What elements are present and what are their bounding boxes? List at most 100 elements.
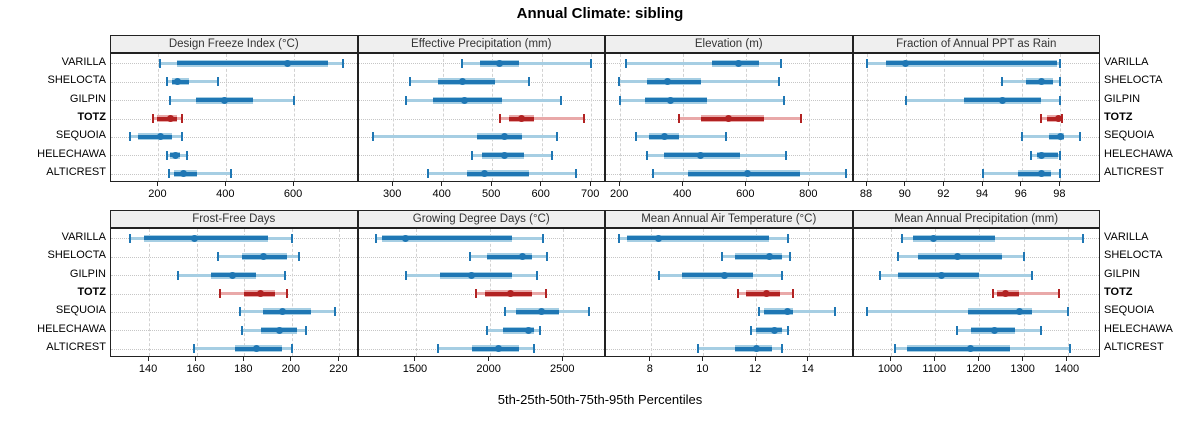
gridline xyxy=(442,54,444,181)
site-label: TOTZ xyxy=(1104,286,1133,298)
whisker-cap-5 xyxy=(486,325,489,335)
median-dot-50 xyxy=(180,170,188,178)
median-dot-50 xyxy=(518,115,526,122)
whisker-cap-5 xyxy=(645,150,648,160)
gridline xyxy=(226,54,228,181)
whisker-cap-95 xyxy=(286,289,289,298)
whisker-cap-95 xyxy=(539,325,542,335)
gridline xyxy=(149,229,151,356)
row-guide xyxy=(111,81,357,83)
whisker-cap-95 xyxy=(546,252,549,262)
axis-tick-label: 1300 xyxy=(1010,363,1035,375)
median-dot-50 xyxy=(734,59,742,67)
whisker-cap-5 xyxy=(720,252,723,262)
whisker-cap-95 xyxy=(290,344,293,354)
axis-tick xyxy=(290,357,292,361)
site-label: SEQUOIA xyxy=(55,304,106,317)
percentile-bar-25-75 xyxy=(913,236,995,241)
gridline xyxy=(339,229,341,356)
axis-tick xyxy=(147,357,149,361)
whisker-cap-95 xyxy=(1031,270,1034,280)
axis-tick-label: 88 xyxy=(859,188,873,200)
percentile-bar-25-75 xyxy=(1046,116,1061,121)
gridline xyxy=(1021,54,1023,181)
gridline xyxy=(867,54,869,181)
whisker-cap-5 xyxy=(894,344,897,354)
median-dot-50 xyxy=(537,308,545,316)
row-guide xyxy=(111,155,357,157)
median-dot-50 xyxy=(481,170,489,178)
median-dot-50 xyxy=(720,271,728,279)
gridline xyxy=(808,229,810,356)
whisker-cap-5 xyxy=(176,270,179,280)
whisker-cap-95 xyxy=(834,307,837,317)
whisker-cap-5 xyxy=(167,169,170,179)
whisker-cap-5 xyxy=(956,325,959,335)
whisker-cap-95 xyxy=(550,150,553,160)
whisker-cap-95 xyxy=(333,307,336,317)
whisker-cap-5 xyxy=(469,252,472,262)
axis-tick xyxy=(649,357,651,361)
whisker-cap-95 xyxy=(283,270,286,280)
whisker-cap-95 xyxy=(293,95,296,105)
median-dot-50 xyxy=(259,253,267,261)
percentile-bar-25-75 xyxy=(263,309,311,314)
whisker-cap-95 xyxy=(1059,77,1062,87)
site-label: ALTICREST xyxy=(1104,166,1164,179)
axis-tick xyxy=(337,357,339,361)
median-dot-50 xyxy=(501,133,509,141)
row-guide xyxy=(111,330,357,332)
median-dot-50 xyxy=(156,133,164,141)
panel-header: Mean Annual Precipitation (mm) xyxy=(852,210,1100,228)
axis-tick xyxy=(490,182,492,186)
whisker-cap-95 xyxy=(781,270,784,280)
whisker-cap-95 xyxy=(789,252,792,262)
axis-tick-label: 10 xyxy=(696,363,709,375)
axis-tick xyxy=(807,182,809,186)
row-guide xyxy=(358,311,604,313)
site-label: GILPIN xyxy=(69,92,106,105)
whisker-cap-5 xyxy=(619,95,622,105)
axis-tick-label: 1400 xyxy=(1054,363,1080,375)
whisker-cap-95 xyxy=(555,132,558,142)
gridline xyxy=(650,229,652,356)
panel-header: Frost-Free Days xyxy=(110,210,358,228)
whisker-cap-95 xyxy=(1058,289,1060,298)
whisker-cap-5 xyxy=(504,307,507,317)
whisker-cap-5 xyxy=(896,252,899,262)
whisker-cap-95 xyxy=(1078,132,1081,142)
whisker-cap-95 xyxy=(1066,307,1069,317)
whisker-cap-5 xyxy=(618,233,621,243)
site-label: GILPIN xyxy=(69,267,106,280)
gridline xyxy=(492,54,494,181)
axis-tick xyxy=(1022,357,1024,361)
panel-header: Effective Precipitation (mm) xyxy=(357,35,605,53)
whisker-cap-5 xyxy=(1030,150,1033,160)
median-dot-50 xyxy=(663,78,671,86)
whisker-cap-5 xyxy=(757,307,760,317)
whisker-cap-95 xyxy=(186,150,189,160)
gridline xyxy=(935,229,937,356)
median-dot-50 xyxy=(506,290,514,297)
whisker-cap-5 xyxy=(901,233,904,243)
axis-tick xyxy=(561,357,563,361)
percentile-whisker-5-95 xyxy=(992,292,1059,295)
percentile-bar-25-75 xyxy=(968,309,1033,314)
axis-tick-label: 94 xyxy=(975,188,989,200)
whisker-cap-95 xyxy=(528,77,531,87)
axis-tick xyxy=(540,182,542,186)
median-dot-50 xyxy=(967,345,975,353)
axis-tick xyxy=(618,182,620,186)
whisker-cap-5 xyxy=(866,58,869,68)
axis-tick-label: 98 xyxy=(1053,188,1066,200)
median-dot-50 xyxy=(494,345,502,353)
whisker-cap-95 xyxy=(724,132,727,142)
median-dot-50 xyxy=(991,326,999,334)
percentile-bar-25-75 xyxy=(646,79,701,84)
whisker-cap-5 xyxy=(461,58,464,68)
whisker-cap-5 xyxy=(697,344,700,354)
site-label: GILPIN xyxy=(1104,267,1141,280)
whisker-cap-95 xyxy=(784,150,787,160)
percentile-whisker-5-95 xyxy=(866,310,1068,314)
